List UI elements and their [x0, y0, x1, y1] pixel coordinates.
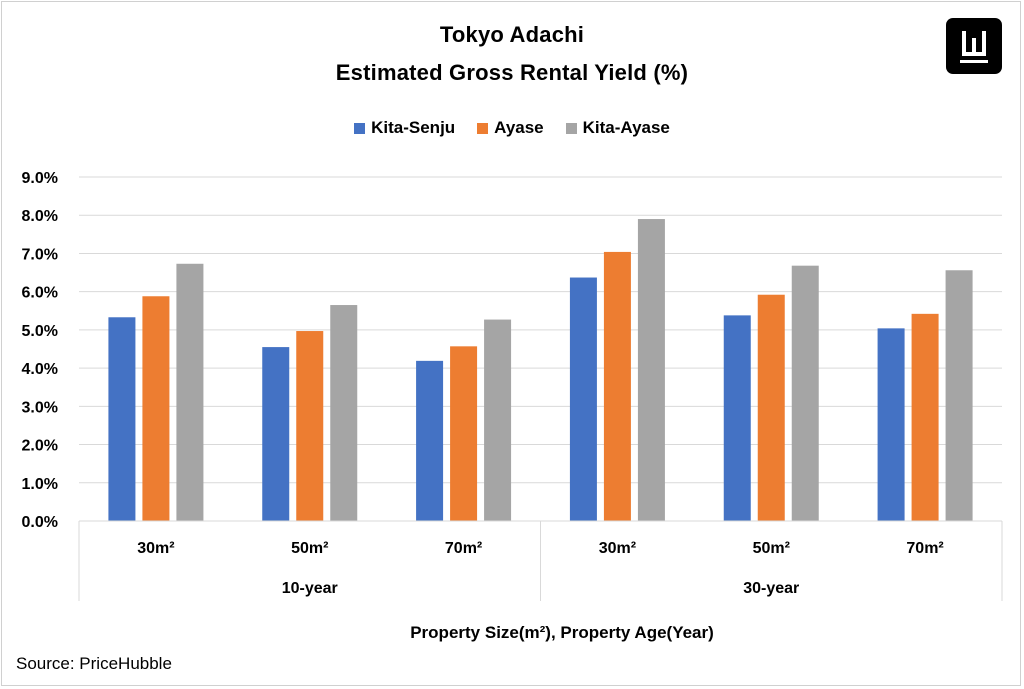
- legend-label-ayase: Ayase: [494, 118, 544, 137]
- y-tick-label: 2.0%: [22, 438, 58, 455]
- chart-title: Tokyo Adachi: [439, 22, 585, 47]
- x-tick-label: 70m²: [906, 540, 943, 557]
- legend-swatch-ayase: [477, 122, 489, 134]
- y-tick-label: 4.0%: [22, 361, 58, 378]
- bar-ayase: [450, 346, 478, 521]
- y-tick-label: 7.0%: [22, 246, 58, 263]
- x-tick-label: 30m²: [599, 540, 636, 557]
- y-tick-label: 1.0%: [22, 476, 58, 493]
- chart-subtitle: Estimated Gross Rental Yield (%): [335, 60, 689, 85]
- bar-ayase: [142, 296, 170, 521]
- chart-legend: Kita-Senju Ayase Kita-Ayase: [0, 118, 1024, 138]
- legend-item-kita-senju[interactable]: Kita-Senju: [354, 118, 455, 138]
- legend-item-ayase[interactable]: Ayase: [477, 118, 544, 138]
- bar-ayase: [911, 313, 939, 521]
- group-label: 30-year: [743, 580, 799, 597]
- legend-label-kita-senju: Kita-Senju: [371, 118, 456, 137]
- y-tick-label: 5.0%: [22, 323, 58, 340]
- bar-ayase: [757, 294, 785, 521]
- bar-kita-senju: [262, 347, 290, 521]
- source-note: Source: PriceHubble: [16, 654, 172, 673]
- y-tick-label: 9.0%: [22, 170, 58, 187]
- group-label: 10-year: [282, 580, 338, 597]
- bar-kita-senju: [569, 277, 597, 521]
- x-tick-label: 50m²: [753, 540, 790, 557]
- bar-kita-senju: [416, 360, 444, 521]
- bar-ayase: [603, 251, 631, 521]
- x-tick-label: 30m²: [137, 540, 174, 557]
- bar-kita-senju: [877, 328, 905, 521]
- x-axis-title: Property Size(m²), Property Age(Year): [410, 623, 714, 642]
- bar-kita-ayase: [484, 319, 512, 521]
- bar-kita-senju: [723, 315, 751, 521]
- x-tick-label: 50m²: [291, 540, 328, 557]
- bar-kita-ayase: [637, 219, 665, 522]
- bar-kita-ayase: [330, 305, 358, 521]
- bar-kita-senju: [108, 317, 136, 521]
- bar-kita-ayase: [176, 263, 204, 521]
- y-tick-label: 3.0%: [22, 399, 58, 416]
- x-tick-label: 70m²: [445, 540, 482, 557]
- legend-swatch-kita-ayase: [565, 122, 577, 134]
- legend-item-kita-ayase[interactable]: Kita-Ayase: [565, 118, 670, 138]
- bar-ayase: [296, 331, 324, 521]
- bar-kita-ayase: [945, 270, 973, 521]
- legend-label-kita-ayase: Kita-Ayase: [582, 118, 670, 137]
- y-tick-label: 8.0%: [22, 208, 58, 225]
- bar-kita-ayase: [791, 265, 819, 521]
- y-tick-label: 0.0%: [22, 514, 58, 531]
- y-tick-label: 6.0%: [22, 285, 58, 302]
- w-logo-icon: [946, 18, 1002, 74]
- legend-swatch-kita-senju: [354, 122, 366, 134]
